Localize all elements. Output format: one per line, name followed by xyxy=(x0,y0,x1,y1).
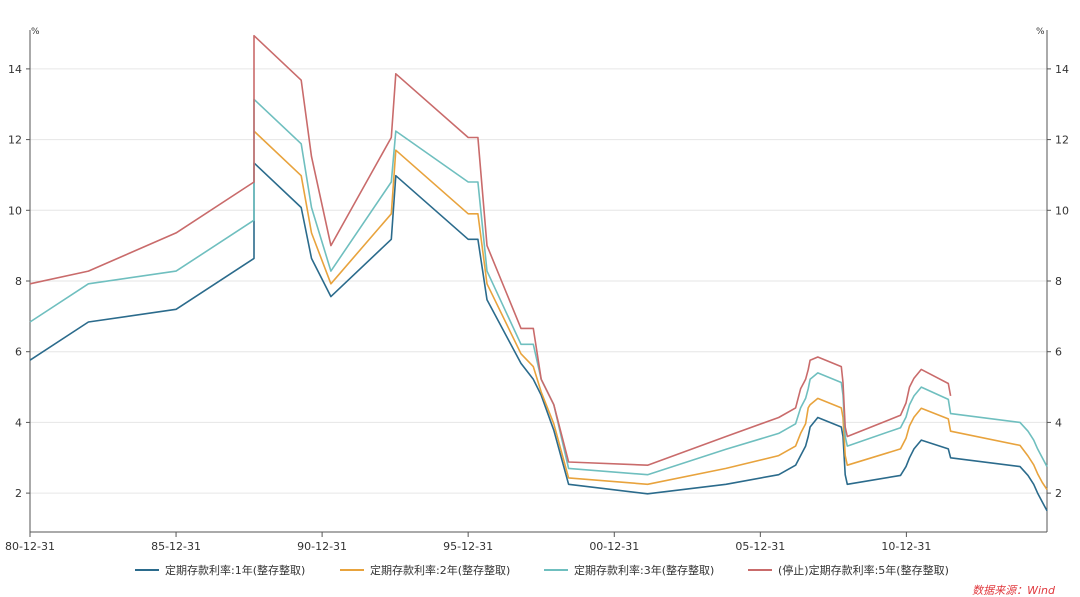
x-tick-label: 10-12-31 xyxy=(881,540,931,553)
axis-layer: % % xyxy=(29,27,1048,533)
right-y-tick-label: 6 xyxy=(1055,346,1062,359)
left-y-tick-label: 6 xyxy=(15,346,22,359)
series-line-2 xyxy=(253,130,1048,491)
left-y-unit-label: % xyxy=(31,27,40,37)
right-y-tick-label: 8 xyxy=(1055,275,1062,288)
right-y-tick-label: 4 xyxy=(1055,416,1062,429)
x-tick-label: 90-12-31 xyxy=(297,540,347,553)
series-line-3 xyxy=(29,98,1048,476)
legend-label-3: 定期存款利率:3年(整存整取) xyxy=(574,563,714,577)
right-y-tick-label: 2 xyxy=(1055,487,1062,500)
x-tick-label: 05-12-31 xyxy=(735,540,785,553)
x-tick-layer: 80-12-31 85-12-31 90-12-31 95-12-31 00-12-31… xyxy=(5,532,931,553)
grid-layer xyxy=(30,68,1047,494)
x-tick-label: 95-12-31 xyxy=(443,540,493,553)
right-y-unit-label: % xyxy=(1036,27,1045,37)
legend-label-1: 定期存款利率:1年(整存整取) xyxy=(165,563,305,577)
x-tick-label: 85-12-31 xyxy=(151,540,201,553)
legend: 定期存款利率:1年(整存整取) 定期存款利率:2年(整存整取) 定期存款利率:3年(… xyxy=(135,563,949,577)
left-y-tick-label: 12 xyxy=(8,134,22,147)
left-y-tick-label: 8 xyxy=(15,275,22,288)
x-tick-label: 80-12-31 xyxy=(5,540,55,553)
right-y-tick-label: 12 xyxy=(1055,134,1069,147)
source-label: 数据来源：Wind xyxy=(972,584,1056,597)
right-y-tick-label: 14 xyxy=(1055,63,1069,76)
left-y-tick-label: 4 xyxy=(15,416,22,429)
y-tick-layer: 2 2 4 4 6 6 8 8 10 10 12 12 14 14 xyxy=(8,63,1069,500)
x-tick-label: 00-12-31 xyxy=(589,540,639,553)
left-y-tick-label: 2 xyxy=(15,487,22,500)
legend-label-4: (停止)定期存款利率:5年(整存整取) xyxy=(778,563,949,577)
left-y-tick-label: 10 xyxy=(8,204,22,217)
series-layer xyxy=(29,34,1048,512)
series-line-4 xyxy=(29,34,952,467)
series-line-1 xyxy=(29,162,1048,512)
legend-label-2: 定期存款利率:2年(整存整取) xyxy=(370,563,510,577)
right-y-tick-label: 10 xyxy=(1055,204,1069,217)
left-y-tick-label: 14 xyxy=(8,63,22,76)
